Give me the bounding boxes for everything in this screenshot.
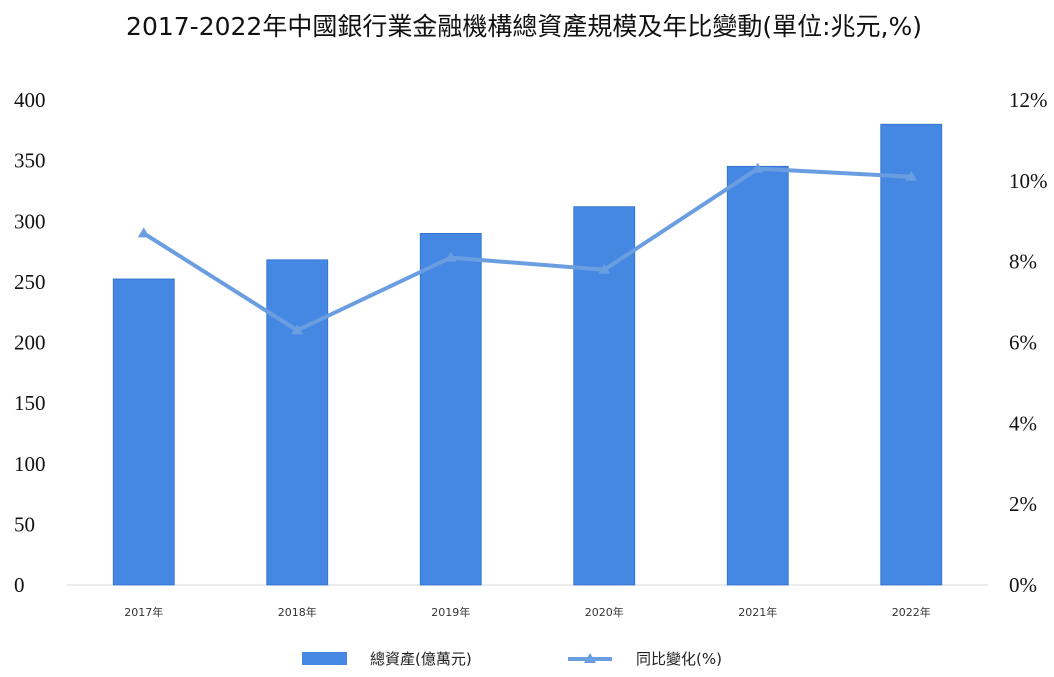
line-point-2022 [905,170,918,181]
x-tick-label: 2021年 [738,605,777,619]
y-left-tick-label: 0 [14,573,25,597]
y-right-tick-label: 0% [1009,573,1037,597]
chart-title: 2017-2022年中國銀行業金融機構總資產規模及年比變動(單位:兆元,%) [126,12,922,41]
y-left-tick-label: 400 [14,88,46,112]
line-point-2018 [291,324,304,335]
y-left-tick-label: 50 [14,512,35,536]
line-point-2019 [444,251,457,262]
y-left-tick-label: 300 [14,209,46,233]
y-right-tick-label: 10% [1009,169,1048,193]
legend-line-marker [584,653,596,663]
y-right-tick-label: 6% [1009,331,1037,355]
x-tick-label: 2020年 [585,605,624,619]
x-tick-label: 2019年 [431,605,470,619]
y-left-tick-label: 100 [14,452,46,476]
legend: 總資產(億萬元) 同比變化(%) [302,650,722,668]
line-point-2021 [751,162,764,173]
y-right-tick-label: 2% [1009,492,1037,516]
y-right-tick-label: 4% [1009,411,1037,435]
y-left-tick-label: 150 [14,391,46,415]
bar-2019 [419,232,482,586]
legend-bar-swatch [302,652,347,665]
line-yoy-change [141,166,914,333]
x-tick-label: 2017年 [124,605,163,619]
y-right-tick-label: 8% [1009,250,1037,274]
x-tick-label: 2022年 [892,605,931,619]
bar-2022 [880,123,943,586]
line-point-2020 [598,263,611,274]
bar-2021 [726,165,789,586]
y-right-tick-label: 12% [1009,88,1048,112]
y-left-tick-label: 350 [14,149,46,173]
y-left-tick-label: 250 [14,270,46,294]
bar-2018 [266,259,329,586]
line-point-2017 [137,227,150,238]
legend-line-label: 同比變化(%) [636,650,722,668]
bar-2017 [112,278,175,586]
x-tick-label: 2018年 [278,605,317,619]
legend-bar-label: 總資產(億萬元) [370,650,472,668]
bar-2020 [573,206,636,586]
y-left-tick-label: 200 [14,331,46,355]
